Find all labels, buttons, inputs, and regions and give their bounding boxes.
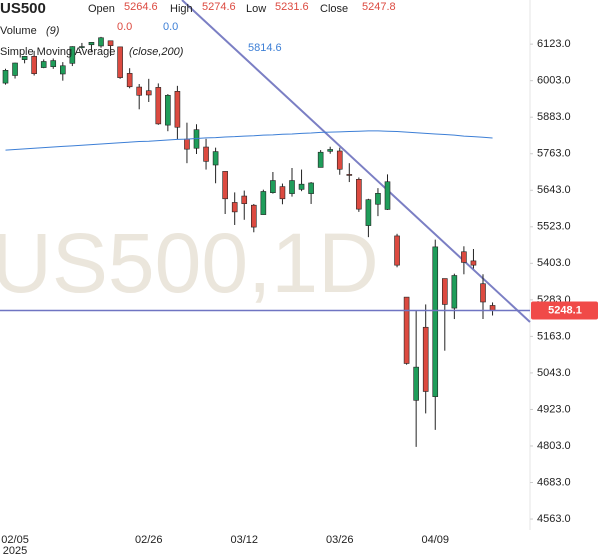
ohlc-value: 5264.6 [124,1,158,13]
ohlc-label: Open [88,3,115,15]
ohlc-label: High [170,3,193,15]
sma-params: (close,200) [129,46,184,58]
y-tick-label: 5643.0 [537,184,571,196]
candle-body [107,40,114,46]
price-label: 5248.1 [548,304,582,316]
candle-body [184,138,190,150]
candle-body [117,46,123,78]
x-tick-label: 03/26 [326,534,354,546]
candle-body [222,171,228,200]
candle-body [203,146,209,162]
candle-body [174,91,181,128]
volume-value: 0.0 [163,21,178,33]
candle-body [298,183,305,190]
candle-body [394,235,400,266]
candle-body [403,296,410,364]
candle-body [384,181,391,210]
volume-params: (9) [46,25,60,37]
candle-body [441,278,448,305]
y-tick-label: 5763.0 [537,148,571,160]
candle-body [31,56,37,74]
price-label-box [531,301,598,320]
x-tick-label: 04/09 [421,534,449,546]
ohlc-value: 5231.6 [275,1,309,13]
plot [2,36,496,447]
candle-body [251,204,257,228]
volume-label: Volume [0,25,37,37]
ohlc-label: Low [246,3,266,15]
candle-body [212,151,219,166]
candle-body [21,56,28,60]
candle-body [231,202,238,213]
candle-body [317,151,324,168]
candle-body [88,42,95,46]
candle-body [461,251,467,263]
candle-body [413,366,419,401]
candle-body [279,186,286,200]
volume-value: 0.0 [117,21,132,33]
candle-body [451,275,458,309]
year-label: 2025 [3,545,27,557]
y-tick-label: 6003.0 [537,75,571,87]
candle-body [308,182,314,194]
x-tick-label: 02/05 [1,534,29,546]
candle-body [50,60,57,67]
candle-body [260,191,267,215]
candle-body [59,65,66,75]
candle-body [422,326,429,392]
candle-body [12,62,18,76]
sma-label: Simple Moving Average [0,46,115,58]
y-tick-label: 4563.0 [537,513,571,525]
candle-body [270,180,276,193]
candle-body [2,70,9,84]
candle-body [165,94,171,126]
candle-body [356,179,362,210]
y-tick-label: 5523.0 [537,221,571,233]
candle-body [145,90,152,96]
y-tick-label: 6123.0 [537,38,571,50]
candle-body [241,195,248,204]
y-tick-label: 4683.0 [537,476,571,488]
y-tick-label: 4923.0 [537,403,571,415]
ohlc-value: 5274.6 [202,1,236,13]
candle-body [40,61,47,68]
y-tick-label: 4803.0 [537,440,571,452]
candle-body [126,73,133,88]
candle-body [432,246,439,397]
candle-body [365,199,372,226]
candle-body [289,180,295,194]
candle-body [470,260,477,266]
x-tick-label: 03/12 [230,534,258,546]
y-tick-label: 5043.0 [537,367,571,379]
candle-body [69,46,76,64]
x-tick-label: 02/26 [135,534,163,546]
y-tick-label: 5163.0 [537,330,571,342]
candle-body [79,46,85,48]
sma-value: 5814.6 [248,42,282,54]
ohlc-label: Close [320,3,348,15]
candle-body [480,283,486,303]
candle-body [327,149,334,152]
symbol: US500 [0,0,46,17]
candle-body [155,87,162,125]
candle-body [336,150,343,170]
candle-body [375,193,381,205]
sma-line [5,130,493,151]
candle-body [136,86,142,96]
watermark: US500,1D [0,216,379,310]
candle-body [346,174,353,176]
y-tick-label: 5883.0 [537,111,571,123]
y-tick-label: 5403.0 [537,257,571,269]
trend-line [181,0,531,323]
ohlc-value: 5247.8 [362,1,396,13]
candle-body [98,37,104,47]
